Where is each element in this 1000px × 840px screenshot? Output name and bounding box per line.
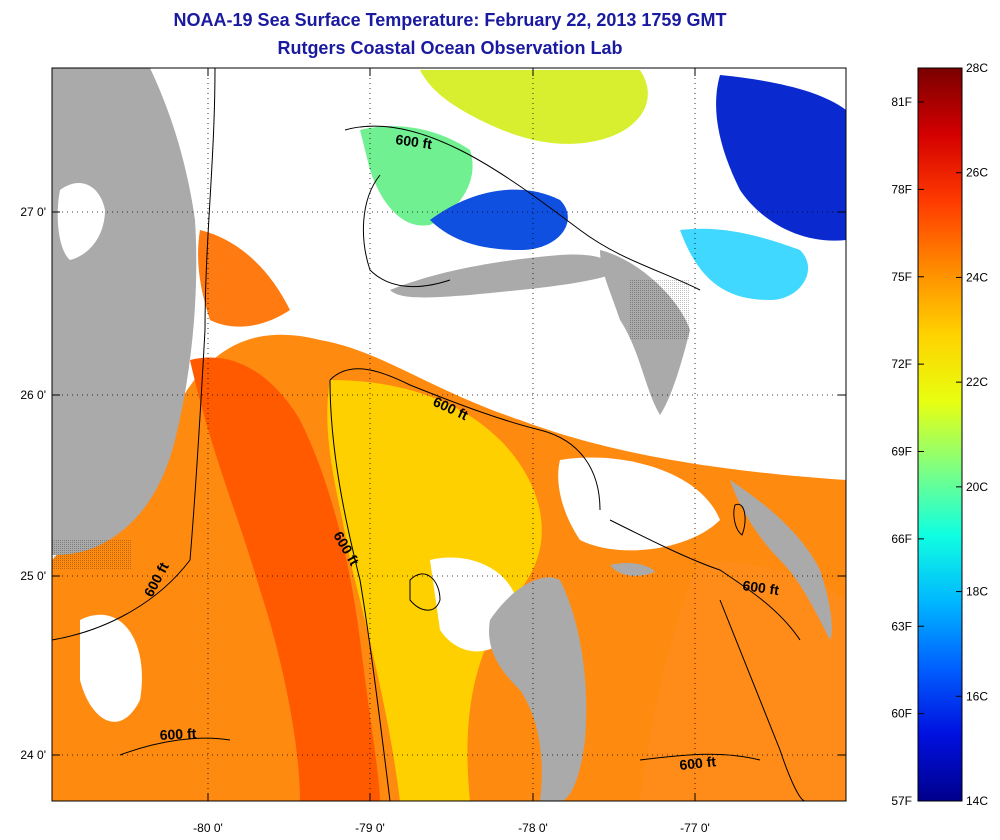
cloud-patch: [470, 280, 580, 345]
colorbar-celsius-label: 16C: [966, 689, 988, 703]
sst-orange-west: [198, 230, 290, 327]
cloud-patch: [558, 457, 720, 551]
land-andros: [489, 577, 587, 801]
colorbar-celsius-label: 14C: [966, 794, 988, 808]
colorbar-celsius-labels: 28C 26C 24C 22C 20C 18C 16C 14C: [966, 61, 988, 808]
contour-label: 600 ft: [679, 753, 717, 773]
coastal-detail: [630, 280, 690, 340]
colorbar-celsius-label: 18C: [966, 585, 988, 599]
sst-red-band: [190, 357, 380, 801]
land-small-island: [610, 562, 655, 576]
land-eleuthera: [730, 480, 832, 640]
y-tick-label: 25 0': [20, 569, 46, 583]
land-lake: [57, 182, 105, 260]
sst-blue-patch-east: [716, 75, 846, 241]
x-tick-label: -79 0': [355, 821, 385, 835]
y-tick-label: 27 0': [20, 205, 46, 219]
sst-orange-southeast: [640, 560, 846, 801]
colorbar-fahrenheit-label: 57F: [891, 794, 912, 808]
map-subtitle: Rutgers Coastal Ocean Observation Lab: [277, 38, 623, 58]
colorbar-fahrenheit-label: 72F: [891, 357, 912, 371]
colorbar-celsius-label: 28C: [966, 61, 988, 75]
contour-label: 600 ft: [395, 131, 434, 152]
colorbar-ticks: [918, 67, 962, 802]
x-tick-label: -80 0': [193, 821, 223, 835]
x-tick-label: -77 0': [680, 821, 710, 835]
colorbar-fahrenheit-label: 69F: [891, 445, 912, 459]
map-ticks: [52, 68, 846, 801]
colorbar-fahrenheit-label: 66F: [891, 532, 912, 546]
colorbar-celsius-label: 26C: [966, 166, 988, 180]
colorbar-fahrenheit-labels: 81F 78F 75F 72F 69F 66F 63F 60F 57F: [891, 95, 912, 808]
colorbar-fahrenheit-label: 81F: [891, 95, 912, 109]
colorbar-celsius-label: 20C: [966, 480, 988, 494]
contour-label: 600 ft: [742, 577, 781, 598]
sst-cyan-patch-east: [680, 228, 809, 300]
colorbar-fahrenheit-label: 75F: [891, 270, 912, 284]
sst-green-patch: [360, 126, 473, 226]
map-grid: [52, 68, 846, 801]
colorbar-celsius-label: 22C: [966, 375, 988, 389]
colorbar-fahrenheit-label: 63F: [891, 619, 912, 633]
colorbar-fahrenheit-label: 60F: [891, 707, 912, 721]
land-grand-bahama: [390, 254, 613, 298]
colorbar-fahrenheit-label: 78F: [891, 182, 912, 196]
map-frame: [51, 67, 847, 802]
colorbar: [917, 67, 963, 802]
y-tick-label: 26 0': [20, 388, 46, 402]
map-title: NOAA-19 Sea Surface Temperature: Februar…: [173, 10, 727, 30]
map-area: 600 ft 600 ft 600 ft 600 ft 600 ft 600 f…: [52, 68, 846, 801]
colorbar-celsius-label: 24C: [966, 270, 988, 284]
sst-blue-patch-north: [430, 189, 568, 250]
sst-yellow-green-north: [420, 70, 648, 144]
cloud-patch: [80, 614, 142, 722]
bathymetry-contours: [52, 68, 806, 801]
contour-label: 600 ft: [159, 725, 197, 743]
coastal-detail: [52, 540, 132, 570]
x-tick-label: -78 0': [518, 821, 548, 835]
y-tick-label: 24 0': [20, 748, 46, 762]
